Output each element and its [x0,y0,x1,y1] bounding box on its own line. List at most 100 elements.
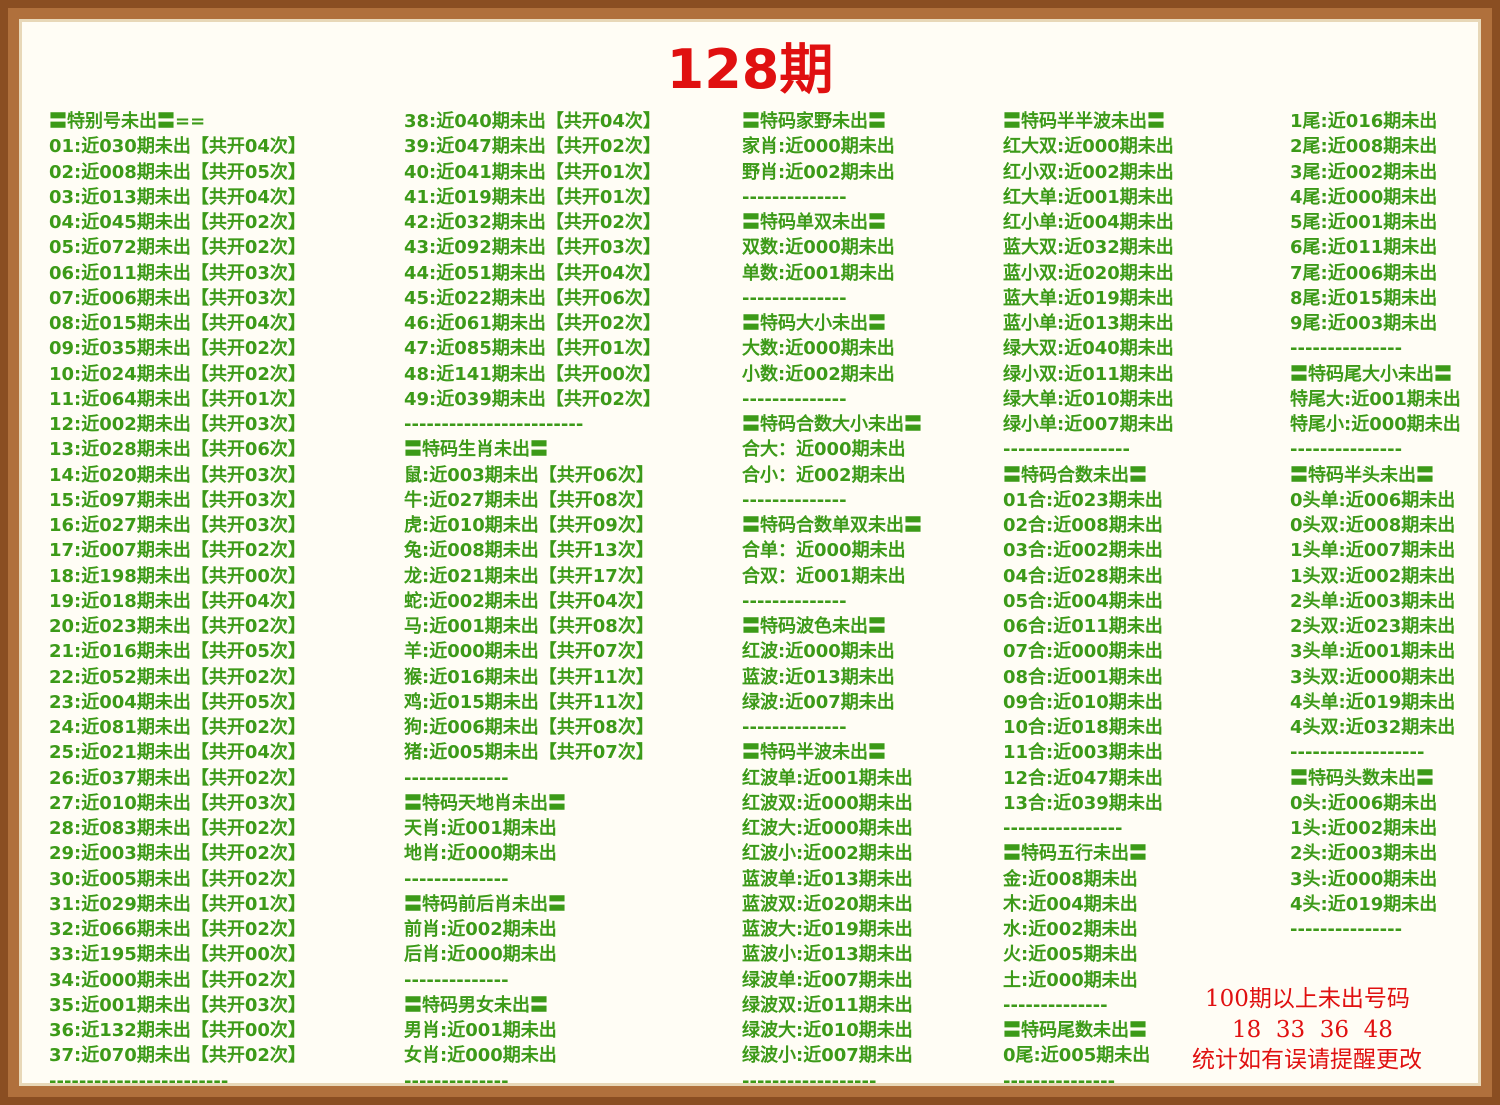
list-line: 蓝波:近013期未出 [742,666,895,688]
list-line: 土:近000期未出 [1003,969,1138,991]
list-line: 44:近051期未出【共开04次】 [404,262,661,284]
list-line: 2头单:近003期未出 [1290,590,1456,612]
list-line: 兔:近008期未出【共开13次】 [404,540,654,562]
list-line: 合大：近000期未出 [742,439,906,461]
list-line: 特尾大:近001期未出 [1290,388,1461,410]
list-line: ----------------- [1003,439,1131,461]
list-line: 3头:近000期未出 [1290,868,1438,890]
list-line: -------------- [404,868,509,890]
list-line: 金:近008期未出 [1003,868,1138,890]
list-line: 24:近081期未出【共开02次】 [49,717,306,738]
list-line: 蓝小双:近020期未出 [1003,262,1174,284]
list-line: 红波:近000期未出 [742,641,895,663]
list-line: 〓特码合数未出〓 [1003,464,1147,486]
list-line: 0尾:近005期未出 [1003,1045,1151,1067]
list-line: 29:近003期未出【共开02次】 [49,843,306,865]
list-line: 10:近024期未出【共开02次】 [49,363,306,385]
list-line: ------------------ [1290,742,1425,764]
list-line: 〓特码尾数未出〓 [1003,1020,1147,1041]
list-line: --------------- [1290,439,1403,461]
list-line: 4头单:近019期未出 [1290,691,1456,713]
list-line: 33:近195期未出【共开00次】 [49,944,306,966]
list-line: 合双：近001期未出 [742,565,906,587]
list-line: 绿波双:近011期未出 [742,994,913,1016]
list-line: 女肖:近000期未出 [404,1045,557,1067]
list-line: ------------------ [742,1070,877,1084]
list-line: 09:近035期未出【共开02次】 [49,338,306,360]
note-line: 统计如有误请提醒更改 [1192,1047,1422,1073]
list-line: 9尾:近003期未出 [1290,313,1438,334]
list-line: 家肖:近000期未出 [742,136,895,158]
list-line: 0头双:近008期未出 [1290,515,1456,536]
list-line: 25:近021期未出【共开04次】 [49,742,306,764]
list-line: 01:近030期未出【共开04次】 [49,136,306,158]
list-line: 3尾:近002期未出 [1290,161,1438,183]
list-line: 〓特码合数单双未出〓 [742,515,922,536]
list-line: 47:近085期未出【共开01次】 [404,338,661,360]
list-line: 28:近083期未出【共开02次】 [49,818,306,839]
list-line: 〓特码天地肖未出〓 [404,792,566,814]
list-line: -------------- [742,489,847,511]
list-line: 蓝波大:近019期未出 [742,919,913,940]
list-line: 〓特码单双未出〓 [742,212,886,233]
list-line: 40:近041期未出【共开01次】 [404,161,661,183]
list-line: 红波双:近000期未出 [742,792,913,814]
list-line: 02合:近008期未出 [1003,515,1163,536]
list-line: 〓特码前后肖未出〓 [404,893,566,915]
list-line: 38:近040期未出【共开04次】 [404,111,661,132]
list-line: 19:近018期未出【共开04次】 [49,590,306,612]
list-line: 17:近007期未出【共开02次】 [49,540,306,562]
list-line: 虎:近010期未出【共开09次】 [404,515,654,536]
list-line: 大数:近000期未出 [742,338,895,360]
list-line: 20:近023期未出【共开02次】 [49,616,306,637]
list-line: 1尾:近016期未出 [1290,111,1438,132]
list-line: 绿小单:近007期未出 [1003,414,1174,435]
list-line: 48:近141期未出【共开00次】 [404,363,661,385]
list-line: 合小：近002期未出 [742,464,906,486]
list-line: 绿小双:近011期未出 [1003,363,1174,385]
list-line: 红大单:近001期未出 [1003,186,1174,208]
list-line: 红波小:近002期未出 [742,843,913,865]
list-line: 〓特码半波未出〓 [742,742,886,764]
list-line: 04合:近028期未出 [1003,565,1163,587]
list-line: 1头:近002期未出 [1290,818,1438,839]
list-line: 3头单:近001期未出 [1290,641,1456,663]
list-line: 01合:近023期未出 [1003,489,1163,511]
list-line: 07:近006期未出【共开03次】 [49,287,306,309]
list-line: -------------- [404,969,509,991]
list-line: 〓特码家野未出〓 [742,111,886,132]
list-line: 1头单:近007期未出 [1290,540,1456,562]
list-line: 0头单:近006期未出 [1290,489,1456,511]
list-line: 蓝波单:近013期未出 [742,868,913,890]
list-line: 34:近000期未出【共开02次】 [49,969,306,991]
list-line: 42:近032期未出【共开02次】 [404,212,661,233]
list-line: ------------------------ [404,414,584,435]
list-line: 09合:近010期未出 [1003,691,1163,713]
list-line: 08合:近001期未出 [1003,666,1163,688]
list-line: 〓特码半头未出〓 [1290,464,1434,486]
list-line: 27:近010期未出【共开03次】 [49,792,306,814]
list-line: 32:近066期未出【共开02次】 [49,919,306,940]
list-line: 02:近008期未出【共开05次】 [49,161,306,183]
list-line: 绿大单:近010期未出 [1003,388,1174,410]
list-line: 小数:近002期未出 [742,363,895,385]
list-line: 3头双:近000期未出 [1290,666,1456,688]
list-line: 49:近039期未出【共开02次】 [404,388,661,410]
list-line: 11:近064期未出【共开01次】 [49,388,306,410]
list-line: 7尾:近006期未出 [1290,262,1438,284]
list-line: -------------- [742,388,847,410]
list-line: -------------- [404,1070,509,1084]
list-line: 26:近037期未出【共开02次】 [49,767,306,789]
list-line: 07合:近000期未出 [1003,641,1163,663]
list-line: 红小单:近004期未出 [1003,212,1174,233]
list-line: 牛:近027期未出【共开08次】 [404,489,654,511]
list-line: 〓特码合数大小未出〓 [742,414,922,435]
list-line: 2尾:近008期未出 [1290,136,1438,158]
list-line: 龙:近021期未出【共开17次】 [404,565,654,587]
list-line: 06合:近011期未出 [1003,616,1163,637]
list-line: ------------------------ [49,1070,229,1084]
list-line: 21:近016期未出【共开05次】 [49,641,306,663]
list-line: 绿大双:近040期未出 [1003,338,1174,360]
list-line: 地肖:近000期未出 [404,843,557,865]
